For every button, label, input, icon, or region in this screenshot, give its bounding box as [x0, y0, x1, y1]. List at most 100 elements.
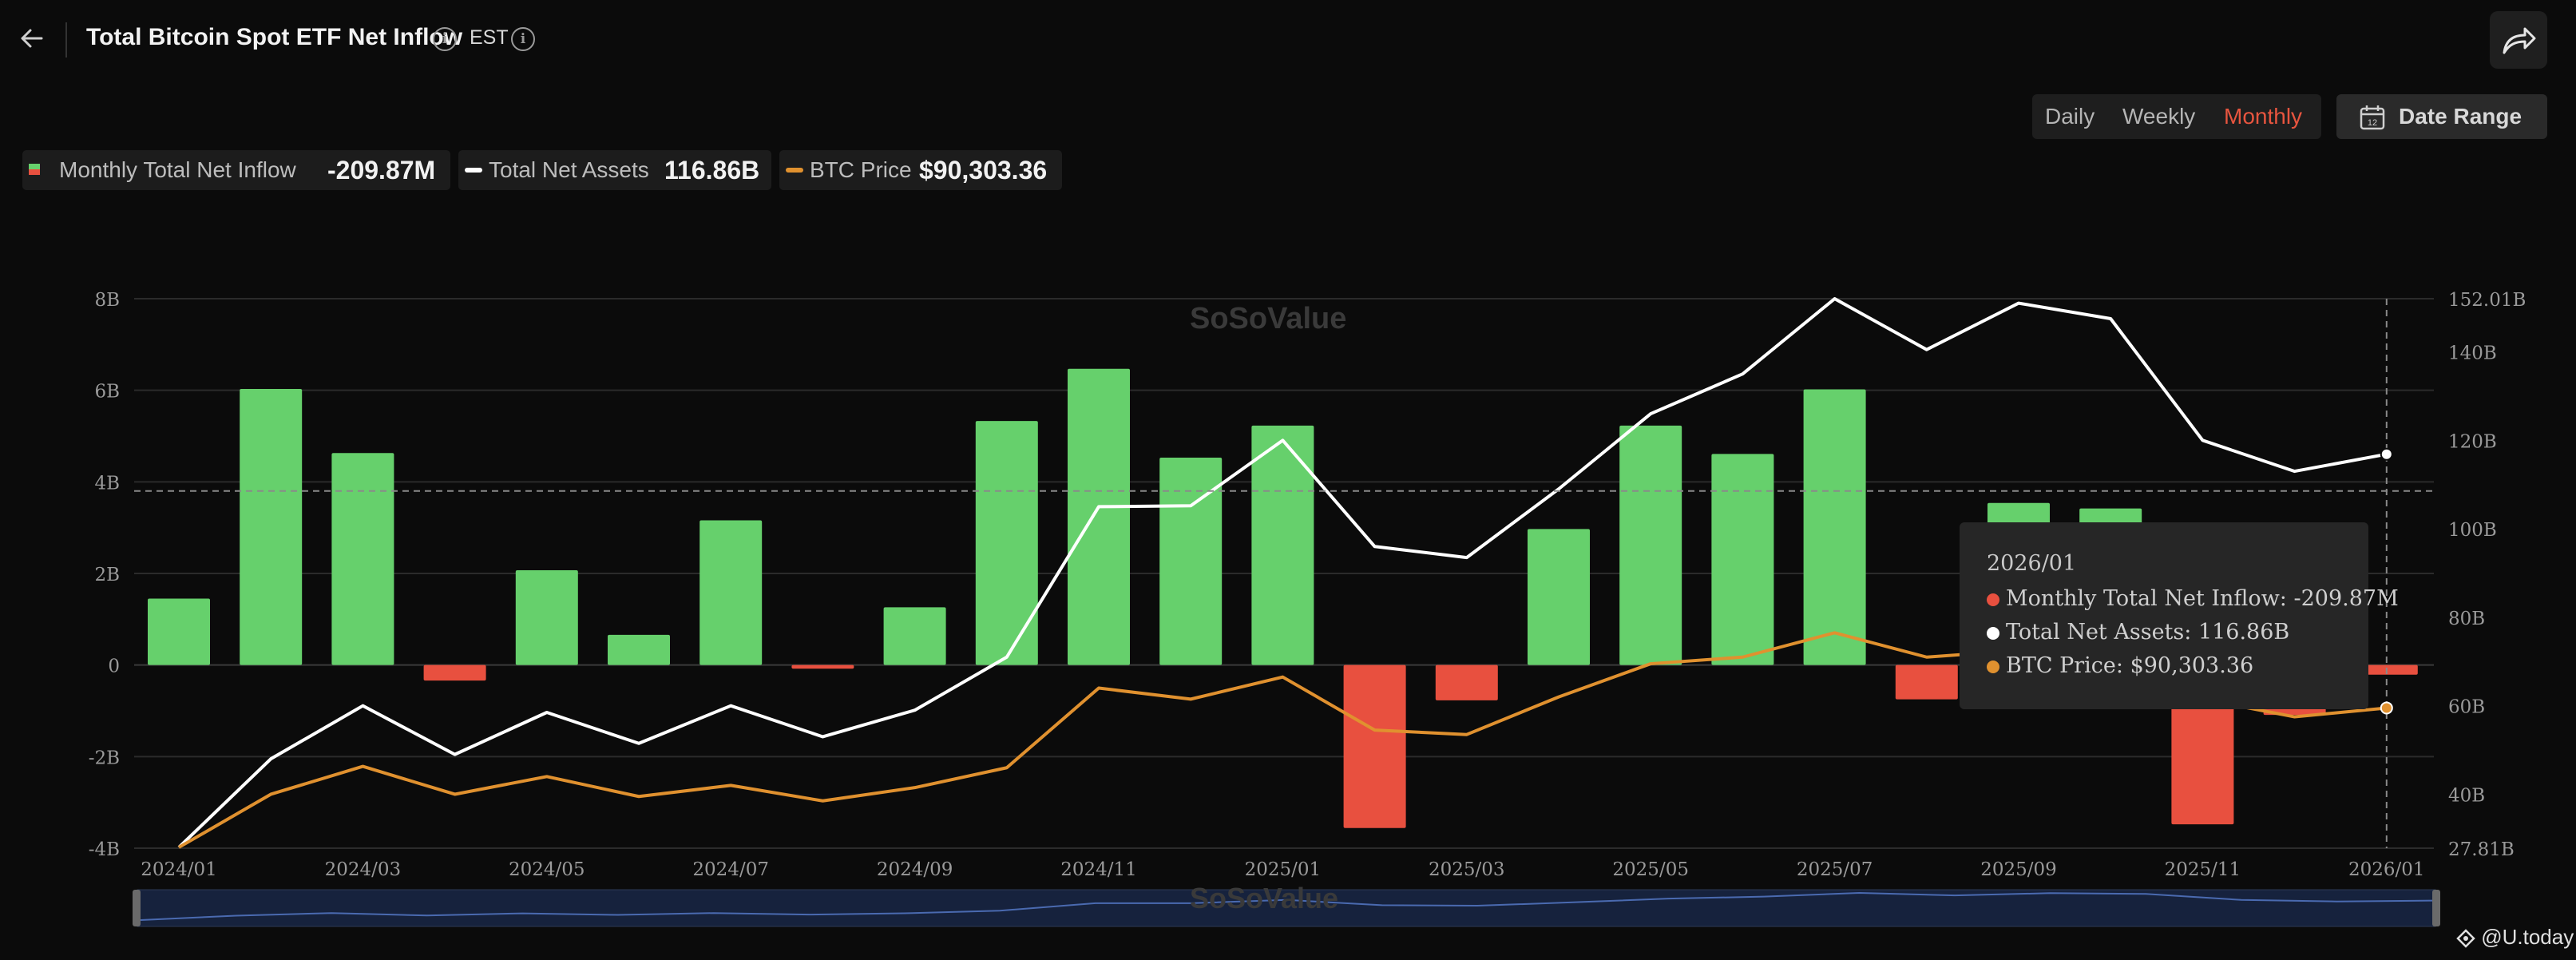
net-assets-dot-icon — [1987, 626, 1999, 640]
net-inflow-dot-icon — [1987, 593, 1999, 606]
left-axis-tick-label: 2B — [94, 565, 120, 585]
net-inflow-bar[interactable] — [1068, 368, 1130, 665]
timezone-label: EST — [470, 26, 509, 49]
range-navigator[interactable] — [137, 889, 2436, 927]
tooltip-text: Monthly Total Net Inflow: -209.87M — [2006, 586, 2399, 611]
btc-price-dot-icon — [1987, 660, 1999, 673]
legend-value: -209.87M — [327, 156, 436, 184]
btc-price-swatch-icon — [786, 168, 803, 173]
legend-label: BTC Price — [810, 157, 912, 182]
credit-label: @U.today — [2456, 925, 2574, 950]
x-axis-tick-label: 2025/01 — [1245, 859, 1322, 880]
net-inflow-bar[interactable] — [1528, 529, 1590, 665]
chart-tooltip: 2026/01 Monthly Total Net Inflow: -209.8… — [1960, 522, 2399, 709]
x-axis-tick-label: 2024/07 — [692, 859, 769, 880]
net-inflow-bar[interactable] — [1619, 425, 1682, 665]
left-axis-tick-label: 6B — [94, 382, 120, 403]
toggle-monthly[interactable]: Monthly — [2224, 104, 2303, 129]
timezone-info-icon[interactable]: i — [511, 27, 535, 51]
toggle-weekly[interactable]: Weekly — [2122, 104, 2196, 129]
net-inflow-bar[interactable] — [240, 388, 303, 665]
x-axis-tick-label: 2025/03 — [1429, 859, 1505, 880]
net-inflow-bar[interactable] — [423, 664, 486, 681]
interval-toggle-group: Daily Weekly Monthly — [2032, 94, 2321, 139]
net-inflow-bar[interactable] — [1435, 664, 1498, 700]
x-axis-tick-label: 2025/09 — [1980, 859, 2057, 880]
btc-price-highlight-point — [2380, 701, 2393, 715]
credit-text: @U.today — [2481, 925, 2574, 949]
calendar-icon: 12 — [2360, 105, 2385, 130]
net-inflow-bar[interactable] — [608, 634, 670, 665]
net-inflow-bar[interactable] — [1711, 454, 1774, 665]
back-arrow-icon[interactable] — [14, 21, 50, 56]
net-inflow-swatch-icon — [29, 164, 40, 175]
net-inflow-bar[interactable] — [1895, 664, 1958, 700]
x-axis-tick-label: 2025/11 — [2165, 859, 2241, 880]
legend-btc-price[interactable]: BTC Price $90,303.36 — [779, 150, 1062, 190]
tooltip-text: BTC Price: $90,303.36 — [2006, 653, 2254, 678]
right-axis-tick-label: 27.81B — [2448, 839, 2515, 860]
x-axis-tick-label: 2026/01 — [2348, 859, 2425, 880]
right-axis-tick-label: 120B — [2448, 431, 2497, 452]
right-axis-tick-label: 80B — [2448, 609, 2485, 629]
left-axis-tick-label: 0 — [108, 657, 120, 677]
left-axis-tick-label: 4B — [94, 473, 120, 494]
right-axis-tick-label: 152.01B — [2448, 290, 2526, 311]
left-axis-tick-label: -2B — [89, 748, 120, 768]
x-axis-tick-label: 2025/05 — [1612, 859, 1689, 880]
net-assets-swatch-icon — [465, 168, 482, 173]
net-inflow-bar[interactable] — [1803, 389, 1866, 665]
legend-net-inflow[interactable]: Monthly Total Net Inflow -209.87M — [22, 150, 450, 190]
tooltip-text: Total Net Assets: 116.86B — [2006, 620, 2290, 645]
tooltip-row-net-assets: Total Net Assets: 116.86B — [1987, 620, 2289, 645]
tooltip-date: 2026/01 — [1987, 551, 2077, 576]
net-inflow-bar[interactable] — [975, 421, 1038, 665]
legend-label: Monthly Total Net Inflow — [59, 157, 296, 182]
tooltip-row-btc-price: BTC Price: $90,303.36 — [1987, 653, 2253, 678]
page-title: Total Bitcoin Spot ETF Net Inflow — [86, 24, 463, 50]
share-button[interactable] — [2490, 11, 2547, 69]
calendar-day-number: 12 — [2368, 118, 2377, 128]
x-axis-tick-label: 2024/05 — [509, 859, 585, 880]
net-inflow-bar[interactable] — [331, 453, 394, 665]
right-axis-tick-label: 100B — [2448, 520, 2497, 541]
left-axis-tick-label: -4B — [89, 839, 120, 860]
watermark-top: SoSoValue — [1190, 302, 1347, 335]
net-inflow-bar[interactable] — [699, 520, 763, 665]
tooltip-row-net-inflow: Monthly Total Net Inflow: -209.87M — [1987, 586, 2399, 611]
net-inflow-bar[interactable] — [148, 598, 210, 665]
toggle-daily[interactable]: Daily — [2045, 104, 2095, 129]
x-axis-tick-label: 2024/11 — [1060, 859, 1137, 880]
date-range-label: Date Range — [2399, 104, 2522, 129]
x-axis-tick-label: 2024/01 — [141, 859, 217, 880]
share-icon — [2503, 27, 2536, 54]
header-bar: Total Bitcoin Spot ETF Net Inflow i EST … — [0, 0, 2576, 80]
x-axis-tick-label: 2024/03 — [325, 859, 402, 880]
navigator-line — [140, 891, 2433, 921]
header-divider — [65, 22, 67, 58]
watermark-navigator: SoSoValue — [1190, 882, 1339, 914]
net-inflow-bar[interactable] — [791, 664, 854, 669]
legend-label: Total Net Assets — [489, 157, 649, 182]
right-axis-tick-label: 140B — [2448, 343, 2497, 364]
x-axis-tick-label: 2024/09 — [877, 859, 953, 880]
right-axis-tick-label: 40B — [2448, 785, 2485, 806]
date-range-button[interactable]: 12 Date Range — [2336, 94, 2547, 139]
right-axis-tick-label: 60B — [2448, 697, 2485, 718]
legend-value: $90,303.36 — [919, 156, 1048, 184]
net-assets-line[interactable] — [177, 297, 2388, 849]
net-inflow-bar[interactable] — [883, 607, 946, 665]
x-axis-tick-label: 2025/07 — [1797, 859, 1873, 880]
legend-value: 116.86B — [664, 156, 760, 184]
navigator-handle-left[interactable] — [133, 890, 141, 926]
navigator-handle-right[interactable] — [2432, 890, 2440, 926]
left-axis-tick-label: 8B — [94, 290, 120, 311]
credit-logo-icon — [2456, 929, 2475, 948]
net-inflow-bar[interactable] — [1159, 457, 1223, 665]
net-inflow-bar[interactable] — [1251, 425, 1314, 665]
legend-net-assets[interactable]: Total Net Assets 116.86B — [458, 150, 771, 190]
title-info-icon[interactable]: i — [433, 27, 457, 51]
net-inflow-bar[interactable] — [515, 569, 578, 665]
net-assets-highlight-point — [2380, 447, 2393, 461]
net-inflow-bar[interactable] — [1343, 664, 1406, 828]
